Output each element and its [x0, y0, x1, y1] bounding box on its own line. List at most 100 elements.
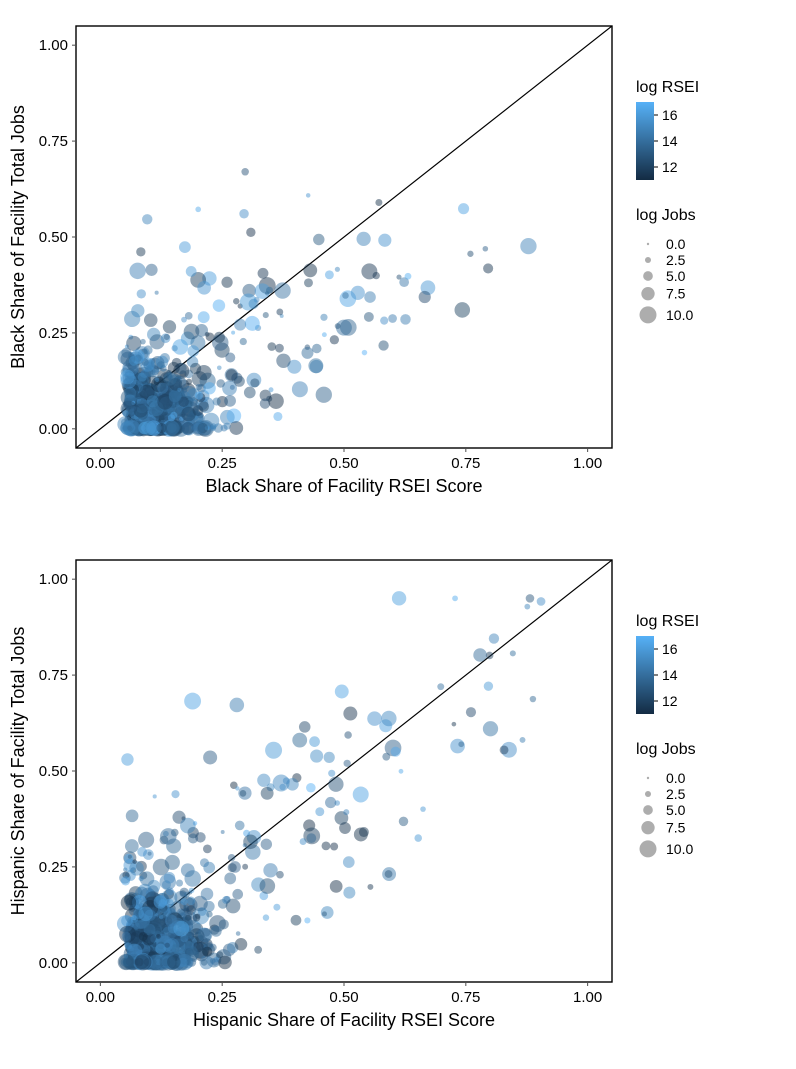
data-point: [171, 790, 179, 798]
data-point: [273, 904, 280, 911]
legend-size-label: 2.5: [666, 252, 686, 268]
data-point: [177, 388, 181, 392]
data-point: [304, 917, 310, 923]
data-point: [180, 818, 196, 834]
data-point: [420, 806, 426, 812]
data-point: [223, 423, 230, 430]
data-point: [129, 861, 143, 875]
data-point: [132, 859, 137, 864]
data-point: [335, 323, 341, 329]
data-point: [437, 683, 444, 690]
data-point: [181, 407, 196, 422]
data-point: [455, 302, 471, 318]
data-point: [268, 393, 284, 409]
data-point: [483, 246, 489, 252]
data-point: [217, 365, 222, 370]
data-point: [243, 835, 258, 850]
data-point: [230, 385, 235, 390]
data-point: [125, 839, 139, 853]
data-point: [344, 760, 351, 767]
data-point: [378, 234, 391, 247]
data-point: [195, 832, 206, 843]
data-point: [520, 238, 536, 254]
data-point: [310, 750, 323, 763]
data-point: [145, 264, 157, 276]
panel-hispanic: 0.000.250.500.751.000.000.250.500.751.00…: [8, 560, 699, 1030]
data-point: [353, 786, 369, 802]
panel-black: 0.000.250.500.751.000.000.250.500.751.00…: [8, 26, 699, 496]
data-point: [184, 870, 201, 887]
data-point: [228, 854, 235, 861]
legend-size-label: 10.0: [666, 841, 693, 857]
data-point: [419, 291, 431, 303]
y-tick-label: 0.00: [39, 955, 68, 972]
data-point: [232, 889, 243, 900]
data-point: [144, 313, 158, 327]
data-point: [163, 372, 177, 386]
data-point: [344, 731, 352, 739]
data-point: [312, 344, 322, 354]
legend-size-swatch: [643, 805, 653, 815]
data-point: [216, 379, 225, 388]
data-point: [276, 354, 290, 368]
data-point: [231, 331, 235, 335]
data-point: [260, 878, 276, 894]
data-point: [129, 263, 145, 279]
data-point: [399, 769, 404, 774]
data-point: [530, 696, 536, 702]
y-tick-label: 1.00: [39, 571, 68, 588]
data-point: [263, 312, 269, 318]
legend-color-bar: [636, 102, 654, 180]
data-point: [245, 316, 260, 331]
legend-size-swatch: [645, 791, 651, 797]
data-point: [241, 168, 249, 176]
data-point: [380, 317, 388, 325]
legend-size-label: 5.0: [666, 268, 686, 284]
data-point: [211, 926, 222, 937]
data-point: [325, 270, 334, 279]
data-point: [354, 828, 368, 842]
x-tick-label: 0.00: [86, 989, 115, 1006]
data-point: [218, 956, 232, 970]
data-point: [221, 830, 225, 834]
data-point: [165, 914, 177, 926]
data-point: [261, 787, 274, 800]
data-point: [236, 931, 241, 936]
legend-size-title: log Jobs: [636, 207, 696, 224]
data-point: [197, 281, 211, 295]
data-point: [164, 421, 178, 435]
data-point: [214, 332, 225, 343]
data-point: [227, 409, 242, 424]
legend-size-label: 0.0: [666, 770, 686, 786]
data-point: [118, 954, 134, 970]
data-point: [136, 393, 143, 400]
data-point: [119, 926, 136, 943]
data-point: [450, 739, 465, 754]
data-point: [375, 199, 382, 206]
data-point: [484, 681, 493, 690]
data-point: [123, 400, 132, 409]
data-point: [185, 915, 191, 921]
data-point: [206, 911, 212, 917]
data-point: [240, 293, 257, 310]
data-point: [136, 247, 145, 256]
data-point: [357, 232, 371, 246]
data-point: [156, 934, 161, 939]
y-tick-label: 0.50: [39, 229, 68, 246]
data-point: [340, 319, 357, 336]
data-point: [273, 412, 282, 421]
data-point: [301, 347, 313, 359]
data-point: [257, 774, 270, 787]
data-point: [483, 263, 493, 273]
data-point: [500, 746, 509, 755]
y-tick-label: 0.50: [39, 763, 68, 780]
data-point: [140, 871, 155, 886]
legend-size-label: 0.0: [666, 236, 686, 252]
data-point: [315, 807, 324, 816]
data-point: [263, 863, 277, 877]
data-point: [159, 915, 164, 920]
data-point: [155, 378, 159, 382]
legend-size-swatch: [643, 271, 653, 281]
legend-size-label: 7.5: [666, 820, 686, 836]
data-point: [192, 422, 205, 435]
